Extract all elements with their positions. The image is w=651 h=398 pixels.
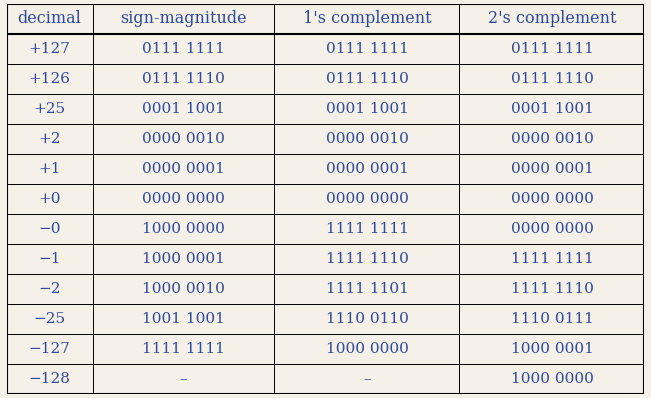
Text: +25: +25 (33, 102, 66, 116)
Text: 1000 0001: 1000 0001 (510, 342, 594, 356)
Text: 2's complement: 2's complement (488, 10, 616, 27)
Text: 1110 0111: 1110 0111 (510, 312, 594, 326)
Text: –: – (363, 372, 371, 386)
Text: 0111 1111: 0111 1111 (510, 42, 594, 56)
Text: 1000 0010: 1000 0010 (142, 282, 225, 296)
Text: 1000 0001: 1000 0001 (142, 252, 225, 266)
Text: 0111 1110: 0111 1110 (510, 72, 594, 86)
Text: −127: −127 (29, 342, 70, 356)
Text: −2: −2 (38, 282, 61, 296)
Text: 0001 1001: 0001 1001 (142, 102, 225, 116)
Text: 0000 0010: 0000 0010 (142, 132, 225, 146)
Text: +127: +127 (29, 42, 70, 56)
Text: −0: −0 (38, 222, 61, 236)
Text: sign-magnitude: sign-magnitude (120, 10, 247, 27)
Text: 1001 1001: 1001 1001 (142, 312, 225, 326)
Text: 1111 1101: 1111 1101 (326, 282, 408, 296)
Text: 1000 0000: 1000 0000 (326, 342, 408, 356)
Text: −128: −128 (29, 372, 70, 386)
Text: −25: −25 (33, 312, 66, 326)
Text: 0001 1001: 0001 1001 (510, 102, 594, 116)
Text: +0: +0 (38, 192, 61, 206)
Text: decimal: decimal (18, 10, 81, 27)
Text: 0000 0000: 0000 0000 (326, 192, 408, 206)
Text: 0111 1110: 0111 1110 (142, 72, 225, 86)
Text: 0111 1111: 0111 1111 (326, 42, 408, 56)
Text: 1000 0000: 1000 0000 (510, 372, 594, 386)
Text: 1000 0000: 1000 0000 (142, 222, 225, 236)
Text: 0000 0000: 0000 0000 (510, 222, 594, 236)
Text: 1's complement: 1's complement (303, 10, 431, 27)
Text: 0111 1110: 0111 1110 (326, 72, 408, 86)
Text: 0000 0001: 0000 0001 (326, 162, 408, 176)
Text: 0000 0010: 0000 0010 (326, 132, 408, 146)
Text: +126: +126 (29, 72, 70, 86)
Text: 0000 0001: 0000 0001 (510, 162, 594, 176)
Text: +1: +1 (38, 162, 61, 176)
Text: –: – (180, 372, 187, 386)
Text: +2: +2 (38, 132, 61, 146)
Text: 0000 0000: 0000 0000 (142, 192, 225, 206)
Text: 0111 1111: 0111 1111 (142, 42, 225, 56)
Text: 1111 1110: 1111 1110 (326, 252, 408, 266)
Text: 1110 0110: 1110 0110 (326, 312, 408, 326)
Text: 1111 1111: 1111 1111 (326, 222, 408, 236)
Text: −1: −1 (38, 252, 61, 266)
Text: 1111 1111: 1111 1111 (510, 252, 594, 266)
Text: 0000 0010: 0000 0010 (510, 132, 594, 146)
Text: 0000 0001: 0000 0001 (142, 162, 225, 176)
Text: 0001 1001: 0001 1001 (326, 102, 408, 116)
Text: 1111 1111: 1111 1111 (142, 342, 225, 356)
Text: 0000 0000: 0000 0000 (510, 192, 594, 206)
Text: 1111 1110: 1111 1110 (510, 282, 594, 296)
